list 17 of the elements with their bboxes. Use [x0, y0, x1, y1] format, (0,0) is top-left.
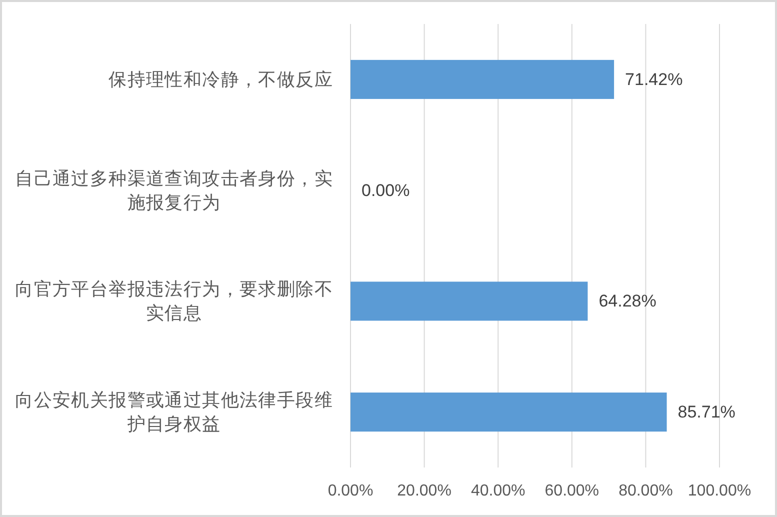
- data-label: 0.00%: [362, 180, 410, 200]
- y-tick-label: 向公安机关报警或通过其他法律手段维护自身权益: [15, 390, 333, 434]
- x-tick-label: 20.00%: [397, 482, 452, 500]
- data-label: 85.71%: [678, 402, 736, 422]
- x-tick-label: 100.00%: [688, 482, 752, 500]
- x-tick-label: 40.00%: [470, 482, 526, 500]
- data-label: 71.42%: [625, 70, 683, 89]
- y-tick-label: 向官方平台举报违法行为，要求删除不实信息: [15, 279, 333, 324]
- data-label: 64.28%: [598, 292, 656, 311]
- bar: [350, 60, 614, 99]
- bar: [350, 282, 588, 321]
- x-tick-label: 0.00%: [328, 482, 374, 500]
- bar: [350, 392, 667, 432]
- x-tick-label: 80.00%: [618, 482, 673, 500]
- y-tick-label: 保持理性和冷静，不做反应: [108, 69, 333, 90]
- x-tick-label: 60.00%: [544, 482, 600, 500]
- y-tick-label: 自己通过多种渠道查询攻击者身份，实施报复行为: [15, 168, 333, 212]
